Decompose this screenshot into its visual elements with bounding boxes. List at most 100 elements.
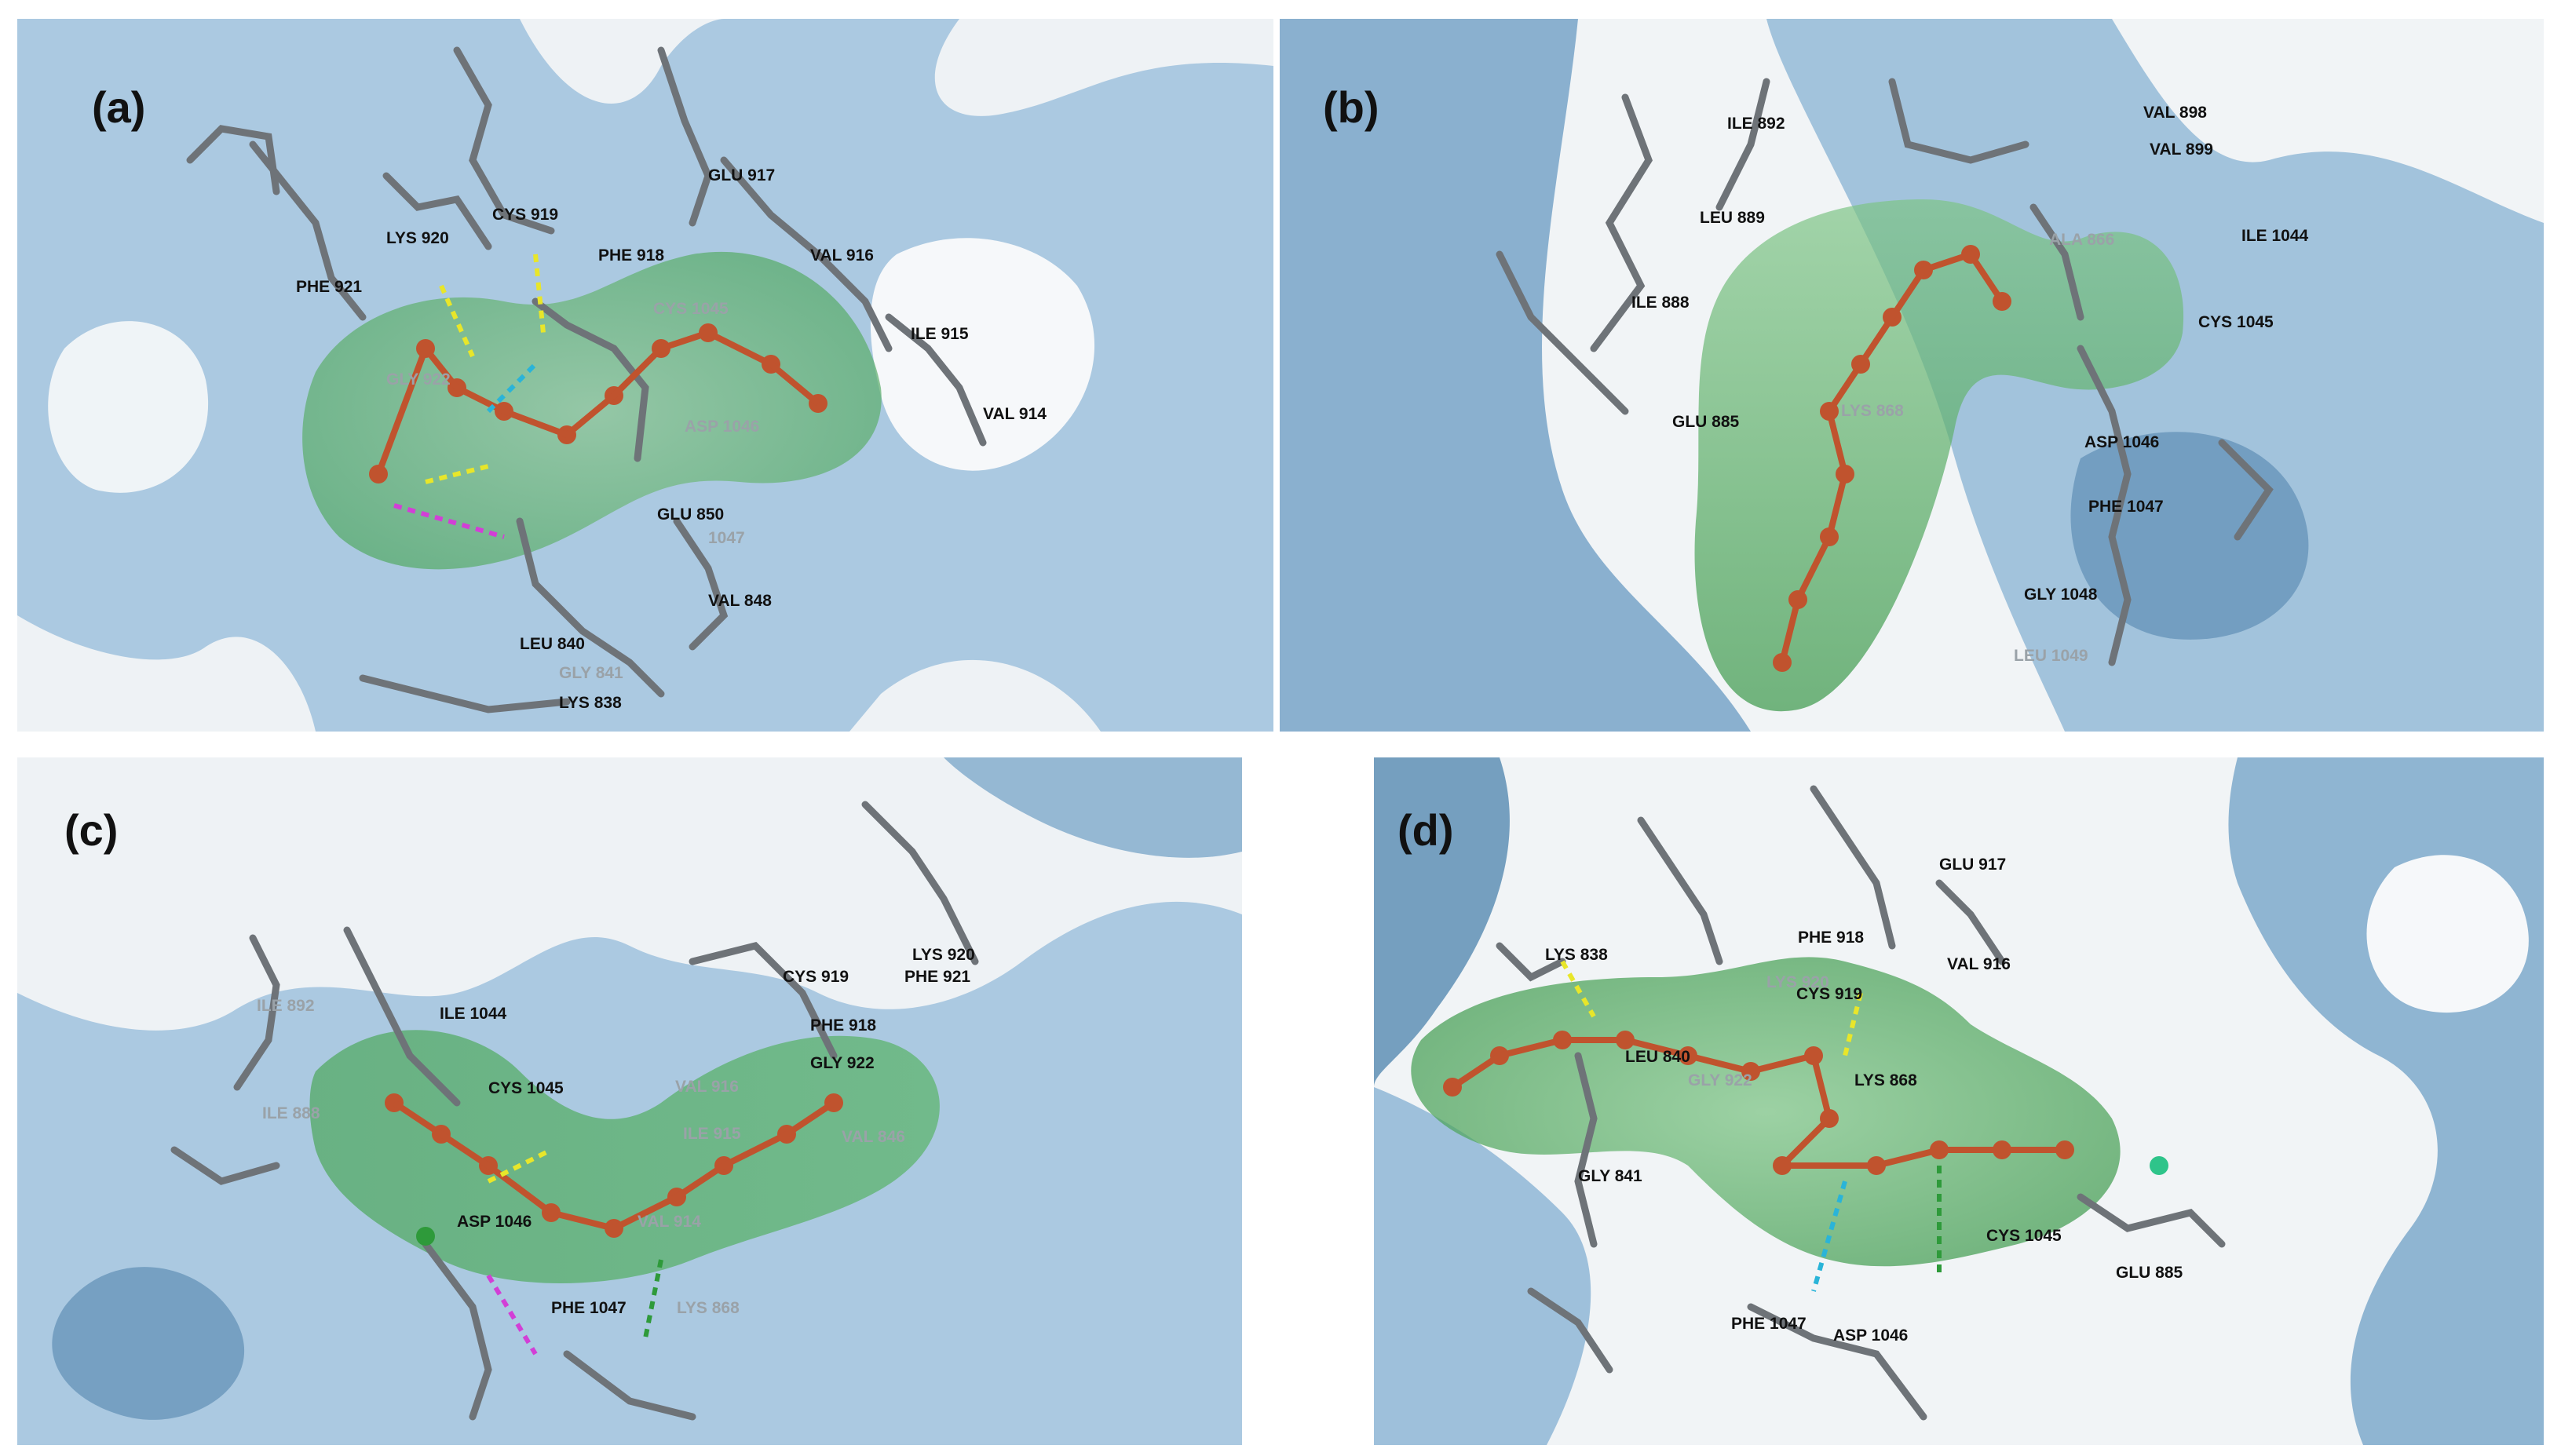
protein-surface-shadow bbox=[52, 1267, 245, 1420]
protein-surface-shadow bbox=[2070, 432, 2309, 640]
residue-label: GLY 841 bbox=[1578, 1167, 1642, 1185]
binding-pocket bbox=[309, 1030, 940, 1283]
residue-label: GLY 922 bbox=[810, 1054, 875, 1072]
docking-scene-d bbox=[1374, 757, 2544, 1445]
protein-surface-shadow bbox=[870, 238, 1095, 471]
residue-label: PHE 918 bbox=[598, 246, 665, 265]
residue-label: GLU 850 bbox=[657, 505, 725, 524]
residue-label: LYS 838 bbox=[559, 694, 622, 712]
residue-label: VAL 899 bbox=[2150, 140, 2213, 159]
residue-label: LYS 868 bbox=[1841, 402, 1904, 420]
residue-label: LYS 920 bbox=[912, 946, 975, 964]
binding-pocket bbox=[1694, 199, 2184, 712]
residue-label: VAL 848 bbox=[708, 592, 772, 610]
residue-label: ILE 888 bbox=[262, 1104, 320, 1122]
residue-label: GLU 885 bbox=[1672, 413, 1740, 431]
panel-label: (b) bbox=[1323, 82, 1379, 132]
residue-label: VAL 914 bbox=[983, 405, 1047, 423]
ligand-bonds bbox=[1450, 1037, 2065, 1169]
residue-label: ILE 888 bbox=[1631, 294, 1690, 312]
residue-label: ILE 915 bbox=[911, 325, 969, 343]
protein-sticks bbox=[186, 46, 987, 713]
residue-label: GLU 917 bbox=[1939, 856, 2007, 874]
residue-label: LYS 868 bbox=[677, 1299, 740, 1317]
salt-bridge bbox=[486, 1274, 538, 1356]
residue-label: CYS 1045 bbox=[1986, 1227, 2062, 1245]
protein-surface bbox=[1280, 19, 1751, 732]
residue-label: GLU 917 bbox=[708, 166, 776, 184]
residue-label: ASP 1046 bbox=[1833, 1326, 1909, 1345]
residue-label: GLY 922 bbox=[1688, 1071, 1752, 1089]
residue-label: CYS 1045 bbox=[653, 300, 729, 318]
docking-panel-b: (b) ILE 892 VAL 898 VAL 899 LEU 889 ALA … bbox=[1280, 19, 2544, 732]
residue-label: VAL 898 bbox=[2143, 104, 2207, 122]
residue-label: ILE 1044 bbox=[2241, 227, 2309, 245]
residue-label: ASP 1046 bbox=[685, 418, 760, 436]
residue-label: GLY 1048 bbox=[2024, 586, 2098, 604]
panel-label: (c) bbox=[64, 805, 119, 855]
protein-surface-shadow bbox=[2366, 855, 2529, 1013]
hydrogen-bond bbox=[487, 1148, 553, 1184]
residue-label: PHE 1047 bbox=[551, 1299, 627, 1317]
residue-label: ASP 1046 bbox=[2084, 433, 2160, 451]
ligand-bonds bbox=[375, 329, 820, 476]
residue-label: PHE 921 bbox=[904, 968, 971, 986]
protein-sticks bbox=[1496, 78, 2274, 666]
residue-label: LYS 868 bbox=[1854, 1071, 1917, 1089]
residue-label: LYS 920 bbox=[386, 229, 449, 247]
residue-label: LEU 889 bbox=[1700, 209, 1765, 227]
pi-interaction bbox=[1811, 1180, 1847, 1292]
residue-label: CYS 1045 bbox=[488, 1079, 564, 1097]
residue-label: VAL 916 bbox=[810, 246, 874, 265]
protein-surface bbox=[944, 757, 1242, 858]
protein-sticks bbox=[1496, 785, 2226, 1421]
ligand-bonds bbox=[392, 1100, 836, 1232]
hydrogen-bonds bbox=[1560, 960, 1863, 1056]
residue-label: CYS 919 bbox=[492, 206, 559, 224]
residue-label: VAL 916 bbox=[675, 1078, 739, 1096]
residue-label: GLY 922 bbox=[386, 370, 451, 389]
residue-label: ALA 866 bbox=[2049, 231, 2115, 249]
chlorine-atom bbox=[416, 1227, 435, 1246]
residue-label: CYS 919 bbox=[1796, 985, 1863, 1003]
panel-label: (d) bbox=[1397, 805, 1454, 855]
residue-label: LEU 1049 bbox=[2014, 647, 2088, 665]
protein-surface bbox=[1374, 757, 1510, 1087]
residue-label: VAL 916 bbox=[1947, 955, 2011, 973]
residue-label: LEU 840 bbox=[1625, 1048, 1690, 1066]
residue-label: ASP 1046 bbox=[457, 1213, 532, 1231]
residue-label: LEU 840 bbox=[520, 635, 585, 653]
residue-label: CYS 1045 bbox=[2198, 313, 2274, 331]
residue-label: LYS 838 bbox=[1545, 946, 1608, 964]
residue-label: ILE 892 bbox=[1727, 115, 1785, 133]
docking-scene-c bbox=[17, 757, 1242, 1445]
docking-panel-a: (a) LYS 920 CYS 919 PHE 921 PHE 918 GLU … bbox=[17, 19, 1273, 732]
docking-panel-d: (d) GLU 917 LYS 838 PHE 918 VAL 916 LYS … bbox=[1374, 757, 2544, 1445]
docking-panel-c: (c) LYS 920 CYS 919 PHE 921 ILE 892 ILE … bbox=[17, 757, 1242, 1445]
residue-label: VAL 846 bbox=[842, 1128, 905, 1146]
residue-label: 1047 bbox=[708, 529, 745, 547]
protein-surface bbox=[1766, 19, 2544, 732]
residue-label: LYS 920 bbox=[1766, 973, 1829, 991]
panel-label: (a) bbox=[92, 82, 146, 132]
residue-label: PHE 1047 bbox=[2088, 498, 2164, 516]
residue-label: PHE 918 bbox=[1798, 929, 1865, 947]
hydrogen-bonds bbox=[425, 254, 546, 484]
residue-label: PHE 921 bbox=[296, 278, 363, 296]
docking-scene-a bbox=[17, 19, 1273, 732]
residue-label: PHE 1047 bbox=[1731, 1315, 1807, 1333]
protein-surface-shadow bbox=[48, 321, 209, 493]
residue-label: CYS 919 bbox=[783, 968, 849, 986]
residue-label: ILE 1044 bbox=[440, 1005, 507, 1023]
docking-scene-b bbox=[1280, 19, 2544, 732]
residue-label: PHE 918 bbox=[810, 1016, 877, 1035]
pi-interaction bbox=[486, 362, 538, 414]
residue-label: GLU 885 bbox=[2116, 1264, 2183, 1282]
residue-label: GLY 841 bbox=[559, 664, 623, 682]
chlorine-atom bbox=[2150, 1156, 2168, 1175]
protein-sticks bbox=[170, 801, 979, 1421]
binding-pocket bbox=[1411, 957, 2121, 1267]
protein-surface bbox=[1374, 1087, 1591, 1445]
ligand-bonds bbox=[1779, 250, 2005, 663]
residue-label: ILE 892 bbox=[257, 997, 315, 1015]
